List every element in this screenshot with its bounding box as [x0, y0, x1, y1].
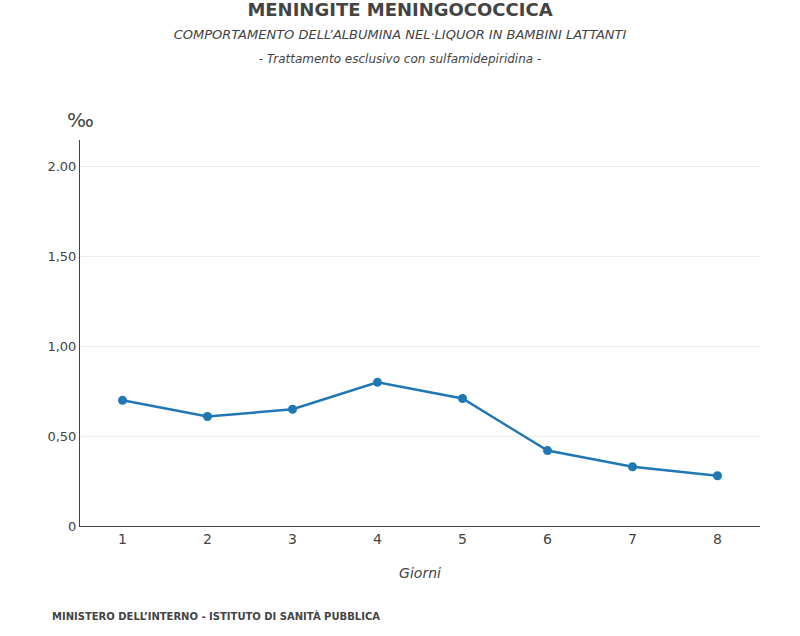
svg-text:Giorni: Giorni — [399, 565, 441, 581]
svg-text:0: 0 — [68, 519, 76, 534]
svg-text:1,00: 1,00 — [47, 339, 76, 354]
svg-text:3: 3 — [288, 531, 297, 547]
svg-text:7: 7 — [628, 531, 637, 547]
svg-text:1,50: 1,50 — [47, 249, 76, 264]
svg-text:2.00: 2.00 — [47, 159, 76, 174]
svg-text:5: 5 — [458, 531, 467, 547]
svg-text:8: 8 — [713, 531, 722, 547]
svg-text:1: 1 — [118, 531, 127, 547]
svg-text:0,50: 0,50 — [47, 429, 76, 444]
svg-text:2: 2 — [203, 531, 212, 547]
svg-text:4: 4 — [373, 531, 382, 547]
svg-text:MINISTERO DELL’INTERNO - ISTIT: MINISTERO DELL’INTERNO - ISTITUTO DI SAN… — [52, 610, 380, 622]
svg-text:‰: ‰ — [67, 108, 94, 132]
svg-text:6: 6 — [543, 531, 552, 547]
svg-text:MENINGITE MENINGOCOCCICACOMPOR: MENINGITE MENINGOCOCCICACOMPORTAMENTO DE… — [174, 0, 627, 66]
